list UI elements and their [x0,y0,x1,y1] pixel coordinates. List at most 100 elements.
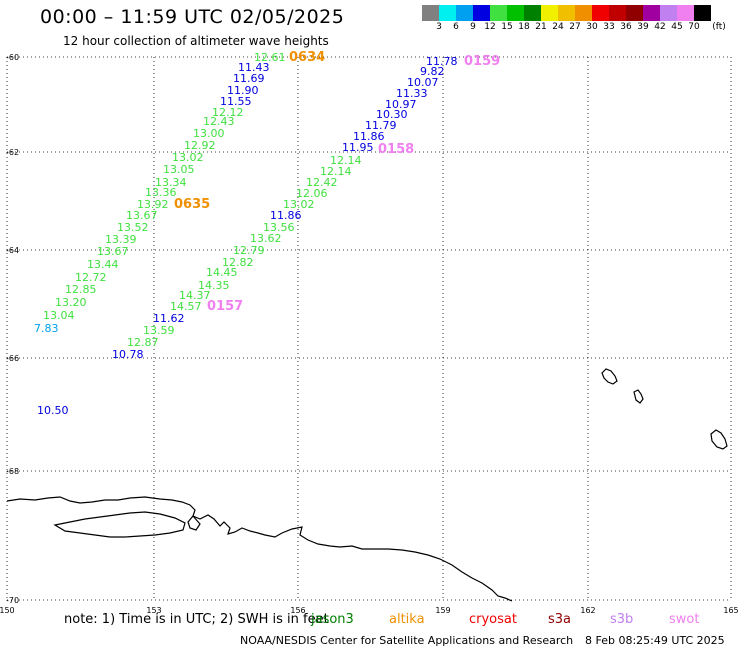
swh-value: 13.92 [137,198,169,211]
legend-tick-label: 45 [671,22,683,32]
swh-value: 12.82 [222,256,254,269]
lat-label: -68 [6,467,19,476]
lat-label: -64 [6,246,19,255]
legend-swatch [490,5,507,21]
coast-inlet [187,515,201,531]
legend-tick-label: 6 [453,22,459,32]
legend-tick-label: 21 [535,22,547,32]
legend-swatch [473,5,490,21]
swh-value: 12.14 [320,165,352,178]
swh-value: 12.61 [254,51,286,64]
swh-value: 13.59 [143,324,175,337]
swh-value: 13.67 [126,209,158,222]
swh-value: 13.56 [263,221,295,234]
swh-value: 12.72 [75,271,107,284]
lat-label: -60 [6,53,19,62]
swh-value: 12.43 [203,115,235,128]
pass-time-label: 0635 [174,197,210,212]
legend-unit-label: (ft) [712,22,726,32]
swh-value: 13.00 [193,127,225,140]
lon-label: 159 [435,606,450,615]
wave-height-observations: 12.6111.4311.6911.9011.5512.1212.4313.00… [34,51,458,417]
page-title: 00:00 – 11:59 UTC 02/05/2025 [40,6,345,28]
legend-swatch [592,5,609,21]
swh-value: 12.79 [233,244,265,257]
swh-value: 13.36 [145,186,177,199]
satellite-label-s3b: s3b [610,612,634,627]
swh-value: 11.62 [153,312,185,325]
swh-value: 12.92 [184,139,216,152]
satellite-label-swot: swot [669,612,700,627]
swh-value: 11.43 [238,61,270,74]
map-gridlines [6,56,732,601]
legend-tick-label: 18 [518,22,530,32]
legend-swatch [507,5,524,21]
legend-tick-label: 39 [637,22,649,32]
pass-time-label: 0158 [378,142,414,157]
satellite-label-altika: altika [389,612,425,627]
swh-value: 13.34 [155,176,187,189]
swh-value: 13.39 [105,233,137,246]
footer-credit: NOAA/NESDIS Center for Satellite Applica… [240,634,574,647]
swh-value: 14.57 [170,300,202,313]
swh-value: 11.78 [426,55,458,68]
swh-value: 10.30 [376,108,408,121]
legend-tick-label: 12 [484,22,496,32]
satellite-label-jason3: jason3 [311,612,354,627]
legend-swatch [643,5,660,21]
legend-swatch [541,5,558,21]
swh-value: 12.42 [306,176,338,189]
pass-time-label: 0634 [289,50,325,65]
antarctic-coastline [6,496,513,602]
legend-tick-label: 15 [501,22,513,32]
legend-swatch [575,5,592,21]
swh-value: 13.20 [55,296,87,309]
swh-value: 12.85 [65,283,97,296]
pass-time-labels: 0634 0635 0159 0158 0157 [174,50,500,314]
swh-value: 13.02 [283,198,315,211]
legend-swatch [439,5,456,21]
swh-value: 13.04 [43,309,75,322]
lon-label: 165 [723,606,738,615]
legend-tick-label: 42 [654,22,666,32]
legend-swatch [694,5,711,21]
swh-value: 11.33 [396,87,428,100]
lat-label: -62 [6,148,19,157]
island-1 [601,368,618,385]
swh-value: 13.62 [250,232,282,245]
satellite-label-cryosat: cryosat [469,612,517,627]
coastline [6,368,728,602]
swh-value: 11.69 [233,72,265,85]
swh-value: 13.05 [163,163,195,176]
swh-value: 11.55 [220,95,252,108]
island-3 [710,429,728,450]
pass-time-label: 0157 [207,299,243,314]
lon-label: 150 [0,606,15,615]
lat-label: -70 [6,596,19,605]
legend-tick-label: 27 [569,22,581,32]
satellite-label-s3a: s3a [548,612,572,627]
lon-label: 153 [146,606,161,615]
swh-value: 7.83 [34,322,59,335]
legend-tick-label: 3 [436,22,442,32]
swh-value: 9.82 [420,65,445,78]
legend-tick-label: 24 [552,22,564,32]
legend-tick-label: 33 [603,22,615,32]
legend-swatch [524,5,541,21]
swh-value: 10.07 [407,76,439,89]
legend-swatch [677,5,694,21]
footer-note: note: 1) Time is in UTC; 2) SWH is in fe… [64,612,329,627]
swh-value: 14.45 [206,266,238,279]
lon-label: 162 [580,606,595,615]
legend-swatch [422,5,439,21]
page-subtitle: 12 hour collection of altimeter wave hei… [63,34,329,48]
swh-value: 13.44 [87,258,119,271]
lon-label: 156 [290,606,305,615]
swh-value: 11.90 [227,84,259,97]
legend-swatch [660,5,677,21]
swh-value: 11.79 [365,119,397,132]
swh-value: 12.14 [330,154,362,167]
swh-value: 13.67 [97,245,129,258]
